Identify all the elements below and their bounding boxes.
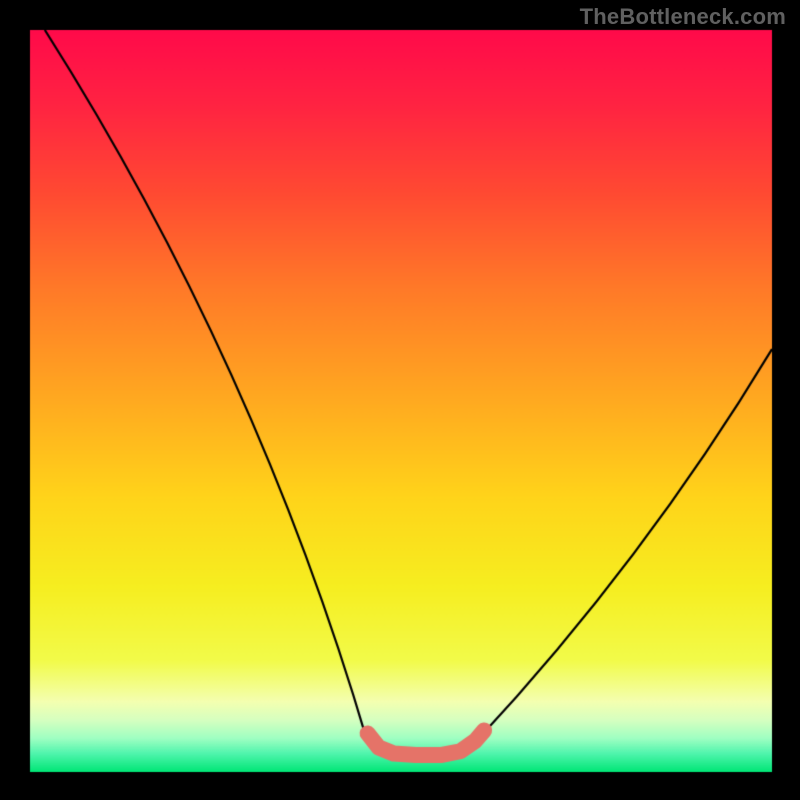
- chart-container: TheBottleneck.com: [0, 0, 800, 800]
- bottleneck-curve-chart: [0, 0, 800, 800]
